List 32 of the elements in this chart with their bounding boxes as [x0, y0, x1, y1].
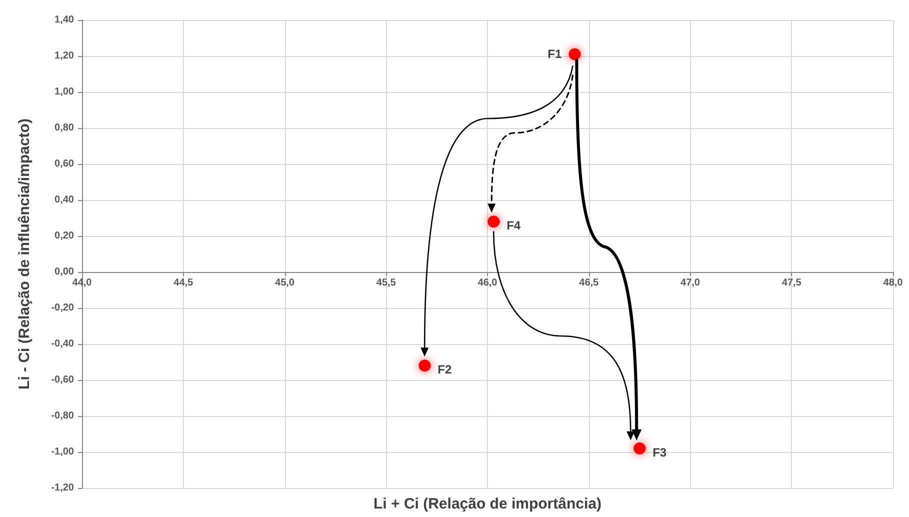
- y-tick-label: 0,00: [54, 266, 74, 278]
- y-tick-label: -0,60: [51, 374, 74, 386]
- y-tick-label: -1,00: [51, 446, 74, 458]
- x-tick-label: 44,5: [174, 278, 194, 288]
- point: [568, 48, 581, 60]
- point: [634, 442, 646, 454]
- x-tick-label: 45,0: [275, 278, 295, 288]
- x-tick-label: 47,5: [782, 278, 802, 288]
- y-tick-label: 1,40: [54, 14, 74, 26]
- annotation: F1: [548, 47, 562, 62]
- y-tick-label: -1,20: [51, 482, 74, 494]
- y-axis-title: Li - Ci (Relação de influência/impacto): [16, 118, 33, 390]
- y-tick-label: -0,20: [51, 302, 74, 314]
- y-tick-label: 0,80: [54, 122, 74, 134]
- point: [488, 216, 500, 228]
- y-tick-label: 1,20: [54, 50, 74, 62]
- x-tick-label: 47,0: [680, 278, 700, 288]
- y-tick-label: -0,80: [51, 410, 74, 422]
- annotation: F3: [652, 445, 667, 460]
- y-tick-label: 0,40: [54, 194, 74, 206]
- annotation: F4: [506, 218, 521, 233]
- annotation: F2: [438, 362, 452, 377]
- x-tick-label: 46,5: [579, 278, 600, 288]
- y-tick-label: -0,40: [51, 338, 74, 350]
- y-tick-label: 0,60: [54, 158, 74, 170]
- x-tick-label: 45,5: [376, 278, 396, 288]
- y-tick-label: 0,20: [54, 230, 74, 242]
- x-tick-label: 46,0: [478, 278, 498, 288]
- x-tick-label: 48,0: [883, 278, 904, 288]
- x-axis-title: Li + Ci (Relação de importância): [374, 496, 602, 512]
- y-tick-label: 1,00: [54, 86, 74, 98]
- point: [418, 360, 431, 372]
